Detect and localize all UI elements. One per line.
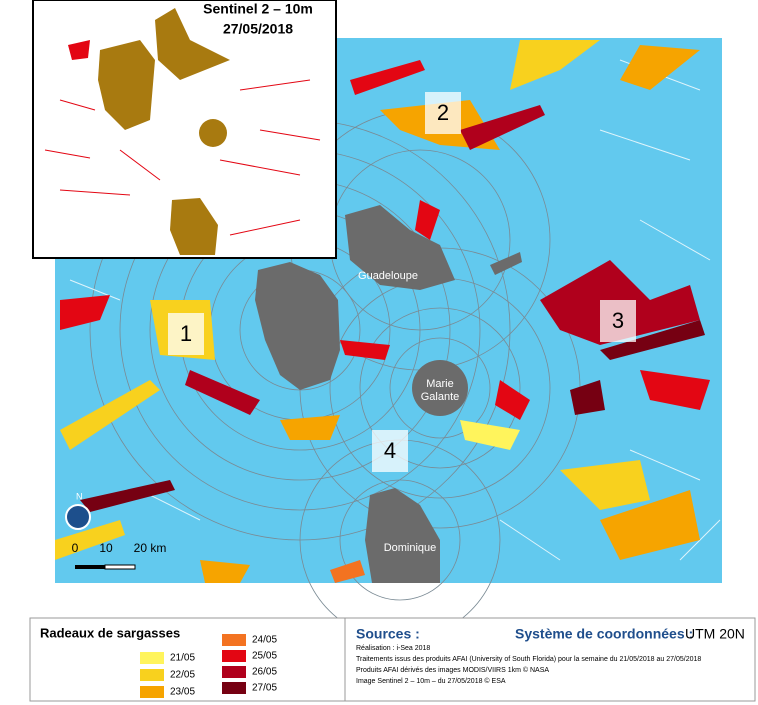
scale-label: 10 (99, 541, 113, 555)
legend-swatch (222, 650, 246, 662)
legend-swatch (222, 634, 246, 646)
legend-title: Radeaux de sargasses (40, 625, 180, 640)
north-label: N (76, 491, 83, 501)
zone-label: 2 (437, 100, 449, 125)
scale-label: 0 (72, 541, 79, 555)
zone-label: 3 (612, 308, 624, 333)
place-label: Galante (421, 391, 460, 403)
place-label: Guadeloupe (358, 270, 418, 282)
place-label: Marie (426, 378, 454, 390)
scale-label: 20 km (134, 541, 167, 555)
scale-bar: 0 10 20 km (72, 541, 167, 570)
north-arrow: N (65, 491, 91, 530)
crs-value: UTM 20N (685, 626, 745, 642)
zone-label: 1 (180, 321, 192, 346)
zone-label: 4 (384, 438, 396, 463)
source-line: Réalisation : i-Sea 2018 (356, 645, 430, 652)
sources-title: Sources : (356, 626, 420, 642)
legend-label: 23/05 (170, 687, 195, 698)
legend-swatch (222, 682, 246, 694)
inset-title: Sentinel 2 – 10m (203, 1, 313, 17)
inset: Sentinel 2 – 10m 27/05/2018 (32, 0, 337, 259)
legend-swatch (222, 666, 246, 678)
source-line: Produits AFAI dérivés des images MODIS/V… (356, 666, 549, 674)
legend-label: 25/05 (252, 651, 277, 662)
legend-label: 27/05 (252, 683, 277, 694)
islands (255, 205, 522, 583)
legend-label: 21/05 (170, 653, 195, 664)
legend-swatch (140, 669, 164, 681)
legend: Radeaux de sargasses Sources : Système d… (29, 617, 756, 702)
legend-label: 24/05 (252, 635, 277, 646)
inset-date: 27/05/2018 (223, 21, 293, 37)
place-label: Dominique (384, 542, 437, 554)
legend-label: 22/05 (170, 670, 195, 681)
legend-label: 26/05 (252, 667, 277, 678)
source-line: Traitements issus des produits AFAI (Uni… (356, 656, 701, 663)
legend-swatch (140, 652, 164, 664)
sargassum-rafts (55, 40, 710, 583)
legend-swatch (140, 686, 164, 698)
crs-label: Système de coordonnées : (515, 626, 693, 642)
source-line: Image Sentinel 2 – 10m – du 27/05/2018 ©… (356, 677, 506, 685)
